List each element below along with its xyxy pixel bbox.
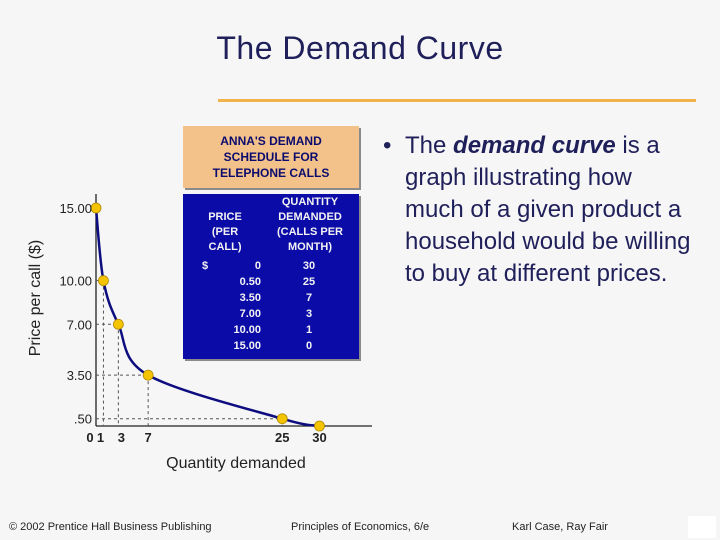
x-tick-label: 25	[275, 430, 289, 445]
y-tick-label: 15.00	[59, 201, 92, 216]
quantity-cell: 1	[305, 324, 313, 336]
bullet-text-end: is a graph illustrating how much of a gi…	[405, 132, 691, 287]
table-row: 7.00 3	[183, 308, 359, 323]
table-title-box: ANNA'S DEMAND SCHEDULE FOR TELEPHONE CAL…	[183, 126, 359, 188]
data-point	[98, 275, 109, 287]
y-axis-label: Price per call ($)	[27, 240, 44, 356]
y-tick-label: 10.00	[59, 274, 92, 289]
data-point	[112, 318, 124, 330]
footer-copyright: © 2002 Prentice Hall Business Publishing	[9, 521, 212, 533]
data-point	[90, 202, 102, 214]
x-tick-label: 0	[86, 430, 93, 445]
y-tick-label: 7.00	[67, 317, 92, 332]
quantity-cell: 30	[302, 260, 316, 272]
price-cell: 3.50	[239, 292, 261, 304]
x-tick-label: 30	[312, 430, 326, 445]
y-tick-label: 3.50	[67, 368, 92, 383]
bullet-emphasis: demand curve	[453, 132, 616, 159]
data-point	[142, 369, 154, 381]
quantity-cell: 0	[305, 340, 313, 352]
footer-authors: Karl Case, Ray Fair	[512, 521, 608, 533]
quantity-cell: 3	[305, 308, 313, 320]
bullet-icon: •	[383, 132, 392, 159]
x-axis-label: Quantity demanded	[166, 455, 306, 472]
table-row: 15.00 0	[183, 340, 359, 355]
slide-title: The Demand Curve	[216, 30, 504, 66]
x-tick-label: 1	[97, 430, 104, 445]
data-point	[276, 413, 288, 425]
x-tick-label: 3	[118, 430, 125, 445]
price-cell: 10.00	[233, 324, 261, 336]
currency-symbol: $	[202, 260, 209, 272]
demand-schedule-table: ANNA'S DEMAND SCHEDULE FOR TELEPHONE CAL…	[183, 126, 359, 359]
price-cell: 15.00	[233, 340, 261, 352]
bullet-point: • The demand curve is a graph illustrati…	[383, 130, 693, 290]
data-point	[314, 420, 325, 432]
title-underline	[218, 99, 696, 102]
table-row: $ 0 30	[183, 260, 359, 275]
footer-corner-box	[688, 516, 716, 538]
table-row: 3.50 7	[183, 292, 359, 307]
footer-book: Principles of Economics, 6/e	[291, 521, 430, 533]
table-title: ANNA'S DEMAND SCHEDULE FOR TELEPHONE CAL…	[212, 134, 330, 180]
price-cell: 0	[254, 260, 261, 272]
table-row: 10.00 1	[183, 324, 359, 339]
y-tick-label: .50	[74, 412, 92, 427]
price-cell: 0.50	[239, 276, 261, 288]
quantity-cell: 25	[302, 276, 316, 288]
bullet-text-start: The	[405, 132, 454, 159]
table-row: 0.50 25	[183, 276, 359, 291]
bullet-text: The demand curve is a graph illustrating…	[383, 130, 693, 290]
x-tick-label: 7	[145, 430, 152, 445]
price-column-header: PRICE (PER CALL)	[208, 211, 242, 253]
quantity-cell: 7	[305, 292, 313, 304]
price-cell: 7.00	[239, 308, 261, 320]
table-body: PRICE (PER CALL) QUANTITY DEMANDED (CALL…	[183, 194, 359, 359]
quantity-column-header: QUANTITY DEMANDED (CALLS PER MONTH)	[277, 196, 343, 253]
